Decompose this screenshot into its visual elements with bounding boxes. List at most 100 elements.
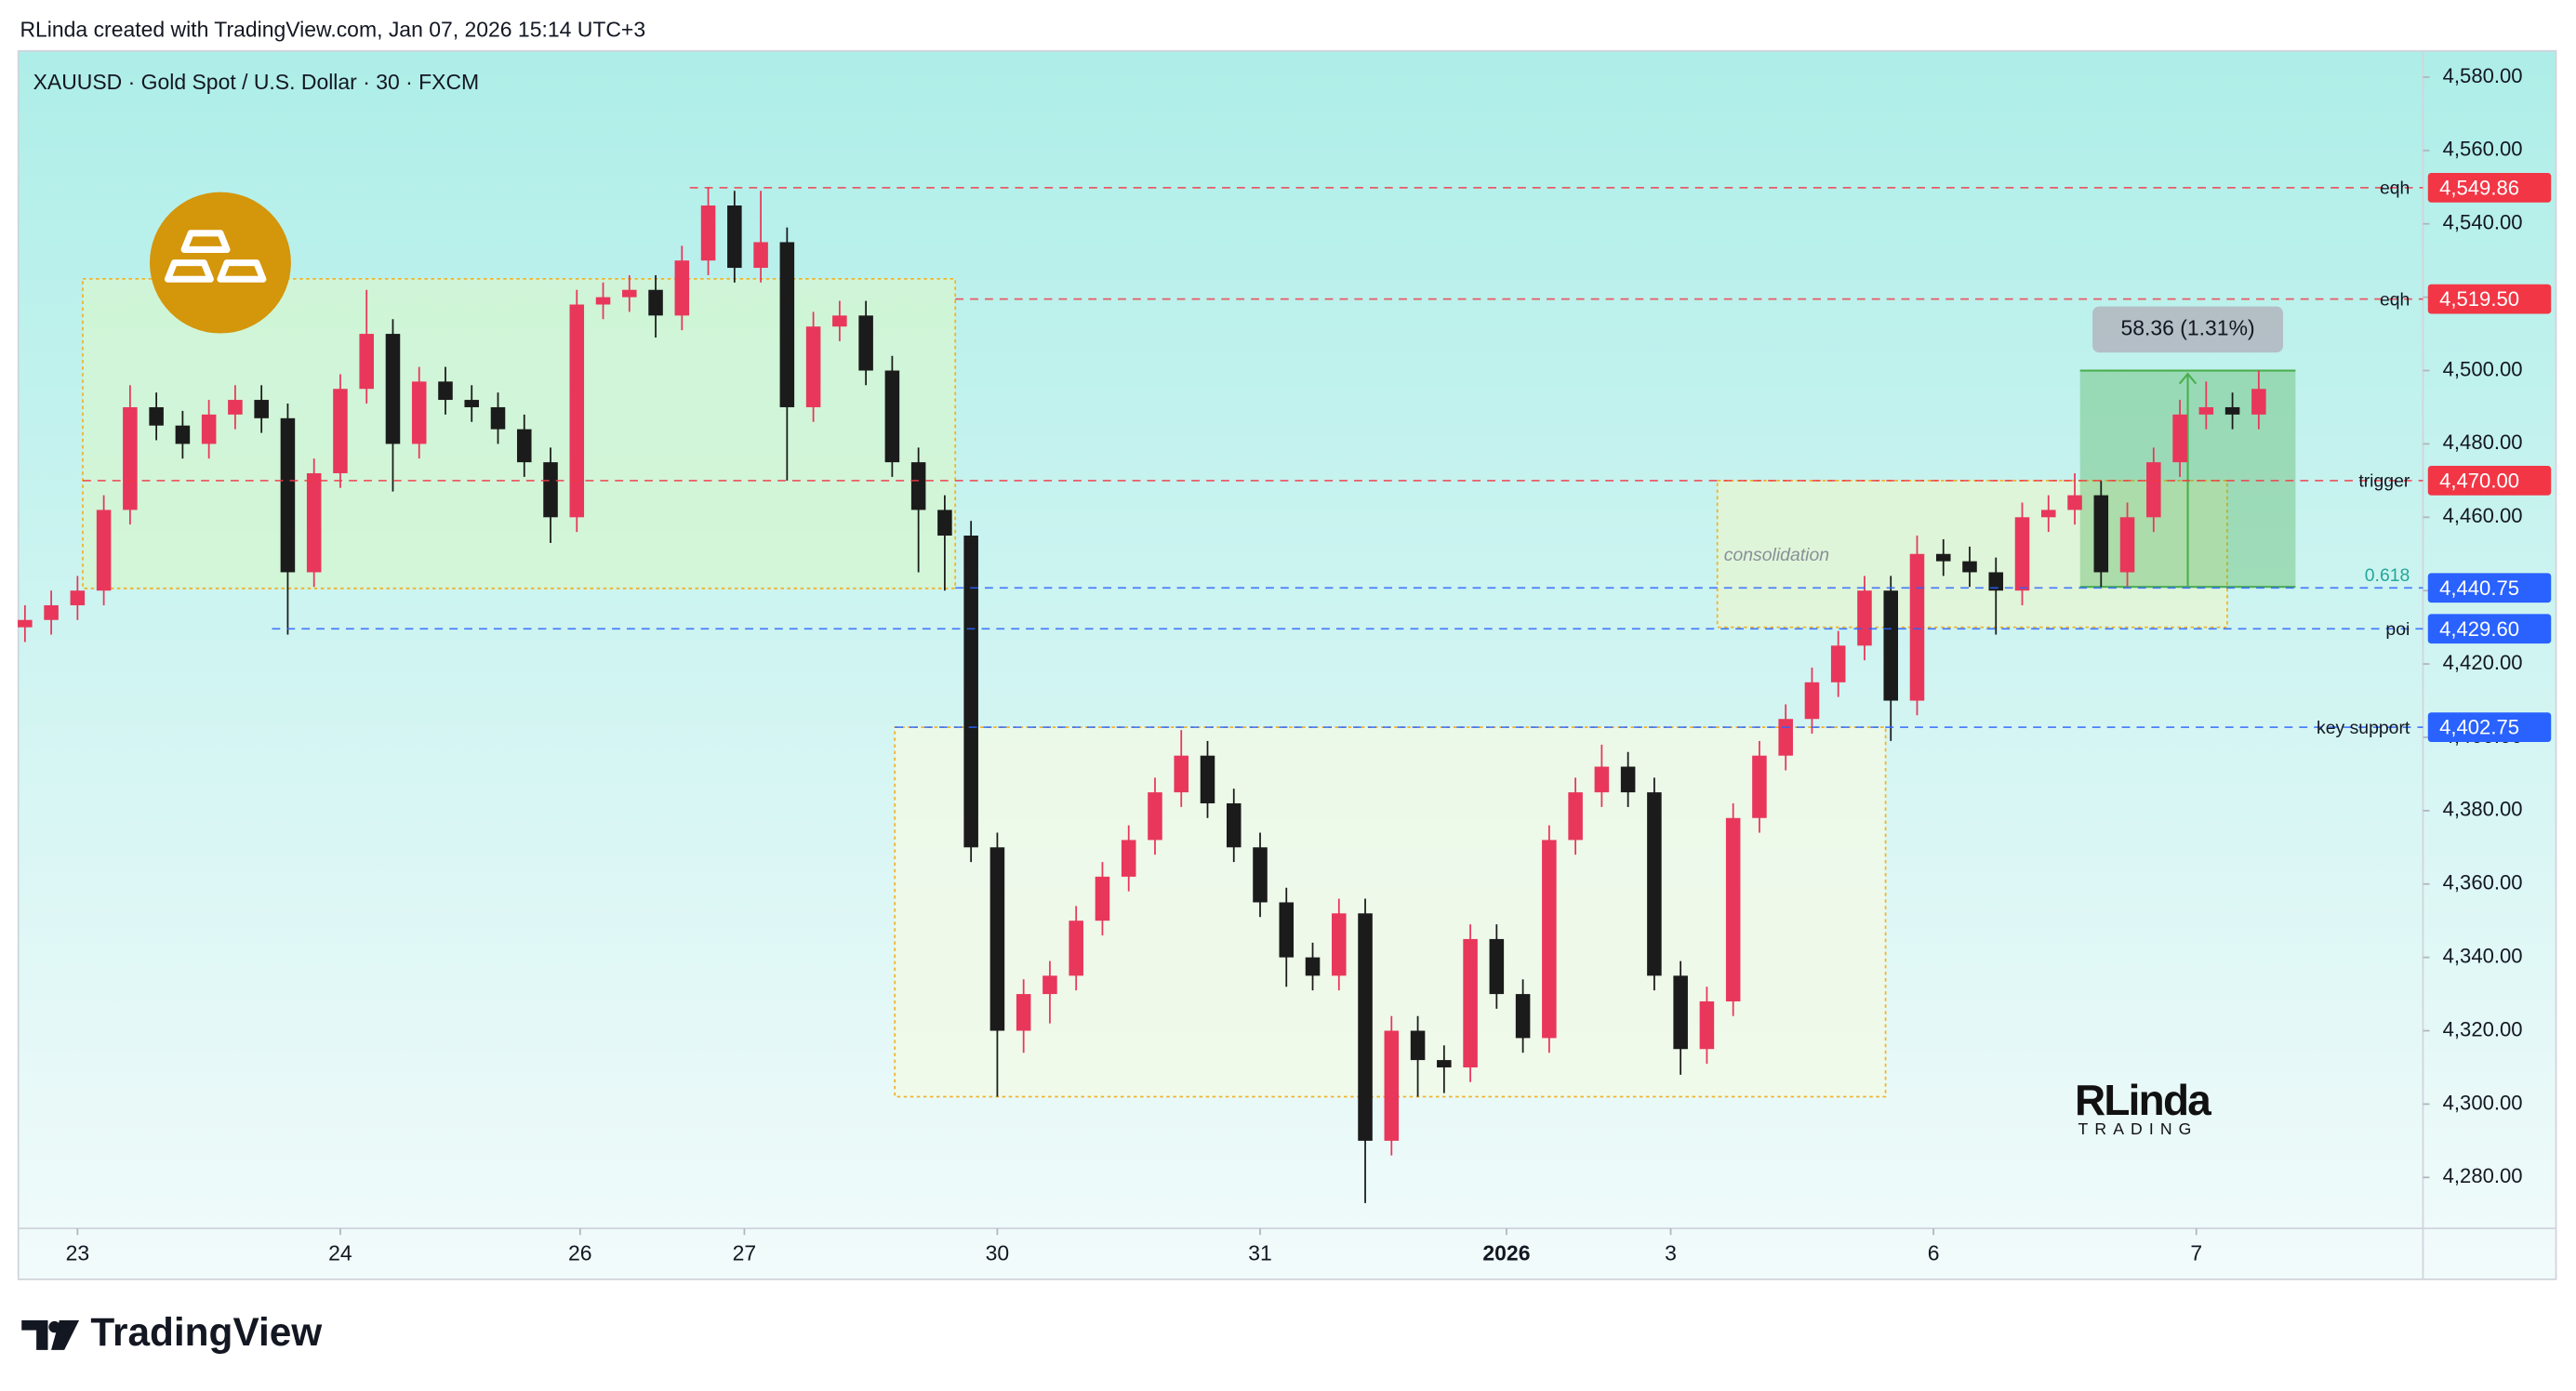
candle-body bbox=[228, 400, 243, 415]
candle-body bbox=[149, 406, 164, 426]
x-tick-label: 7 bbox=[2190, 1240, 2202, 1265]
candle-body bbox=[963, 536, 978, 848]
candle-body bbox=[1332, 913, 1347, 976]
candle-body bbox=[595, 297, 611, 305]
candle-body bbox=[727, 205, 742, 269]
x-tick-label: 23 bbox=[66, 1240, 90, 1265]
candle-body bbox=[700, 205, 716, 261]
candle-body bbox=[385, 334, 401, 444]
level-name: trigger bbox=[2358, 471, 2410, 492]
candle-body bbox=[1463, 938, 1478, 1067]
candle-body bbox=[1042, 975, 1057, 995]
price-tag-label: 4,470.00 bbox=[2439, 469, 2519, 492]
candle-body bbox=[1804, 682, 1820, 720]
y-tick-label: 4,320.00 bbox=[2443, 1017, 2523, 1040]
candle-body bbox=[543, 462, 558, 518]
candle-body bbox=[1699, 1000, 1715, 1050]
candle-body bbox=[1935, 553, 1951, 562]
candle-body bbox=[1305, 957, 1321, 976]
level-name: eqh bbox=[2380, 289, 2410, 310]
candle-body bbox=[1515, 994, 1531, 1039]
candle-body bbox=[2172, 414, 2187, 463]
candle-body bbox=[1857, 590, 1872, 646]
candle-body bbox=[201, 414, 217, 444]
candle-body bbox=[1778, 719, 1793, 756]
candle-body bbox=[490, 406, 506, 430]
candle-body bbox=[1095, 876, 1110, 921]
candle-body bbox=[2014, 517, 2030, 591]
candle-body bbox=[884, 370, 900, 463]
candle-body bbox=[1358, 913, 1373, 1141]
y-tick-label: 4,420.00 bbox=[2443, 651, 2523, 674]
level-name: key support bbox=[2317, 718, 2410, 738]
candle-body bbox=[1962, 561, 1977, 573]
candle-body bbox=[2119, 517, 2135, 573]
price-tag-label: 4,429.60 bbox=[2439, 617, 2519, 641]
candle-body bbox=[2067, 495, 2082, 510]
candle-body bbox=[1121, 840, 1136, 877]
candle-body bbox=[1489, 938, 1505, 995]
candle-body bbox=[2198, 406, 2214, 415]
price-tag-label: 4,402.75 bbox=[2439, 716, 2519, 739]
y-tick-label: 4,380.00 bbox=[2443, 798, 2523, 821]
x-tick-label: 31 bbox=[1248, 1240, 1272, 1265]
candle-body bbox=[1594, 766, 1610, 793]
candle-body bbox=[44, 604, 59, 620]
price-tag-label: 4,519.50 bbox=[2439, 287, 2519, 311]
candle-body bbox=[2093, 495, 2109, 573]
plot-layer: consolidation 58.36 (1.31%) eqh eqh trigger 0… bbox=[18, 179, 2423, 1203]
candle-body bbox=[438, 381, 453, 401]
candle-body bbox=[622, 289, 637, 298]
y-tick-label: 4,460.00 bbox=[2443, 504, 2523, 527]
price-tag bbox=[2427, 712, 2552, 743]
candle-body bbox=[123, 406, 138, 510]
candle-body bbox=[1226, 802, 1242, 848]
level-name: eqh bbox=[2380, 179, 2410, 199]
watermark-main: RLinda bbox=[2075, 1076, 2211, 1124]
x-tick-label: 3 bbox=[1665, 1240, 1677, 1265]
level-name: 0.618 bbox=[2365, 565, 2410, 586]
price-tag bbox=[2427, 614, 2552, 644]
price-tag bbox=[2427, 465, 2552, 496]
x-tick-label: 27 bbox=[733, 1240, 757, 1265]
zone bbox=[1716, 479, 2228, 629]
candle-body bbox=[1673, 975, 1688, 1050]
candle-body bbox=[805, 326, 821, 407]
candle-body bbox=[753, 242, 768, 269]
candle-body bbox=[1883, 590, 1898, 701]
candle-body bbox=[254, 400, 269, 418]
x-tick-label: 2026 bbox=[1482, 1240, 1530, 1265]
candle-body bbox=[516, 429, 532, 463]
candle-body bbox=[779, 242, 795, 407]
candle-body bbox=[70, 590, 86, 605]
candle-body bbox=[1542, 840, 1557, 1039]
candle-body bbox=[648, 289, 663, 316]
watermark-sub: TRADING bbox=[2078, 1119, 2198, 1138]
candle-body bbox=[937, 510, 952, 537]
candle-body bbox=[96, 510, 112, 591]
candle-body bbox=[333, 389, 348, 473]
level-name: poi bbox=[2385, 619, 2410, 640]
x-tick-label: 24 bbox=[328, 1240, 352, 1265]
candle-body bbox=[411, 381, 427, 444]
candle-body bbox=[1568, 792, 1583, 841]
candle-body bbox=[1725, 817, 1741, 1001]
candle-body bbox=[2146, 462, 2161, 518]
candle-body bbox=[280, 417, 296, 573]
candle-body bbox=[1909, 553, 1925, 701]
candle-body bbox=[832, 315, 847, 327]
header-text: RLinda created with TradingView.com, Jan… bbox=[20, 18, 645, 42]
y-tick-label: 4,340.00 bbox=[2443, 944, 2523, 967]
zone-label: consolidation bbox=[1724, 545, 1829, 565]
y-tick-label: 4,480.00 bbox=[2443, 431, 2523, 454]
y-tick-label: 4,580.00 bbox=[2443, 64, 2523, 87]
candle-body bbox=[1200, 755, 1215, 803]
candle-body bbox=[1988, 572, 2004, 591]
candle-body bbox=[1253, 847, 1268, 903]
y-tick-label: 4,280.00 bbox=[2443, 1164, 2523, 1187]
measure-arrowhead bbox=[2178, 372, 2198, 385]
candle-body bbox=[1752, 755, 1767, 818]
candle-body bbox=[464, 400, 480, 407]
